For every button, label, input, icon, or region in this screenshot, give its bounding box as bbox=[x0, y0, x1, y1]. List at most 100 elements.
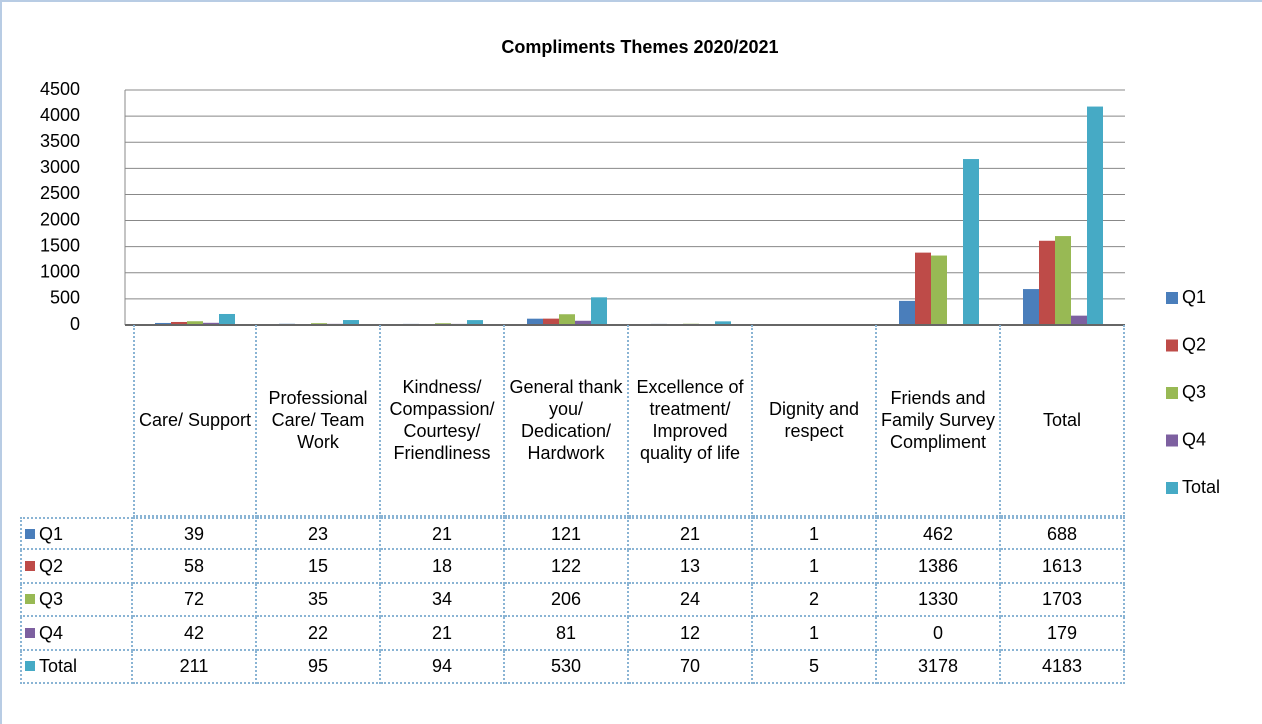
bar bbox=[575, 320, 591, 325]
table-value: 1386 bbox=[877, 550, 1001, 584]
table-value: 18 bbox=[381, 550, 505, 584]
legend-key bbox=[1166, 387, 1178, 399]
table-value: 70 bbox=[629, 650, 753, 684]
table-value: 530 bbox=[505, 650, 629, 684]
table-value: 39 bbox=[133, 517, 257, 551]
bar bbox=[219, 313, 235, 325]
table-value: 0 bbox=[877, 617, 1001, 651]
table-value: 1330 bbox=[877, 583, 1001, 618]
table-value: 1703 bbox=[1001, 583, 1125, 618]
table-legend-key bbox=[25, 627, 35, 638]
y-tick-label: 500 bbox=[50, 288, 80, 308]
table-value: 21 bbox=[629, 517, 753, 551]
table-value: 121 bbox=[505, 517, 629, 551]
y-tick-label: 4500 bbox=[40, 79, 80, 99]
table-legend-key bbox=[25, 594, 35, 605]
legend-label: Q1 bbox=[1182, 287, 1206, 307]
bar bbox=[1039, 240, 1055, 325]
table-value: 5 bbox=[753, 650, 877, 684]
bar bbox=[467, 320, 483, 325]
table-header: Total bbox=[1001, 325, 1125, 517]
bar bbox=[1071, 315, 1087, 325]
bar bbox=[203, 322, 219, 325]
table-series-name: Total bbox=[39, 656, 78, 677]
y-tick-label: 3000 bbox=[40, 157, 80, 177]
legend-key bbox=[1166, 339, 1178, 352]
chart-title: Compliments Themes 2020/2021 bbox=[501, 37, 778, 57]
table-value: 21 bbox=[381, 617, 505, 651]
table-value: 179 bbox=[1001, 617, 1125, 651]
table-series-name: Q4 bbox=[39, 622, 64, 643]
y-tick-label: 1500 bbox=[40, 235, 80, 255]
bar bbox=[1087, 106, 1103, 325]
table-value: 95 bbox=[257, 650, 381, 684]
y-tick-label: 0 bbox=[70, 314, 80, 334]
bar bbox=[155, 322, 171, 325]
bar bbox=[931, 255, 947, 325]
bar bbox=[591, 297, 607, 325]
bar bbox=[1023, 289, 1039, 325]
table-value: 688 bbox=[1001, 517, 1125, 551]
table-row-label: Q3 bbox=[20, 583, 133, 618]
table-value: 22 bbox=[257, 617, 381, 651]
table-header: Kindness/ Compassion/ Courtesy/ Friendli… bbox=[381, 325, 505, 517]
bar bbox=[559, 314, 575, 325]
y-tick-label: 4000 bbox=[40, 105, 80, 125]
bar bbox=[543, 318, 559, 325]
table-header: Care/ Support bbox=[133, 325, 257, 517]
table-row-label: Q2 bbox=[20, 550, 133, 584]
table-series-name: Q1 bbox=[39, 523, 64, 544]
table-series-name: Q2 bbox=[39, 556, 64, 577]
table-value: 1 bbox=[753, 517, 877, 551]
bar bbox=[899, 300, 915, 325]
y-tick-label: 3500 bbox=[40, 131, 80, 151]
table-row-label: Q1 bbox=[20, 517, 133, 551]
table-value: 42 bbox=[133, 617, 257, 651]
table-header: Friends and Family Survey Compliment bbox=[877, 325, 1001, 517]
table-header: Professional Care/ Team Work bbox=[257, 325, 381, 517]
table-value: 58 bbox=[133, 550, 257, 584]
table-value: 122 bbox=[505, 550, 629, 584]
y-tick-label: 2000 bbox=[40, 209, 80, 229]
bar bbox=[187, 321, 203, 325]
table-header: General thank you/ Dedication/ Hardwork bbox=[505, 325, 629, 517]
legend-key bbox=[1166, 292, 1178, 304]
table-value: 34 bbox=[381, 583, 505, 618]
y-tick-label: 1000 bbox=[40, 262, 80, 282]
legend-label: Q2 bbox=[1182, 334, 1206, 354]
table-value: 21 bbox=[381, 517, 505, 551]
table-value: 94 bbox=[381, 650, 505, 684]
y-tick-label: 2500 bbox=[40, 183, 80, 203]
bar bbox=[715, 321, 731, 325]
table-series-name: Q3 bbox=[39, 589, 64, 610]
table-value: 24 bbox=[629, 583, 753, 618]
table-value: 206 bbox=[505, 583, 629, 618]
table-value: 4183 bbox=[1001, 650, 1125, 684]
table-row-label: Total bbox=[20, 650, 133, 684]
table-row-label: Q4 bbox=[20, 617, 133, 651]
bar bbox=[963, 159, 979, 325]
legend-key bbox=[1166, 434, 1178, 447]
table-value: 462 bbox=[877, 517, 1001, 551]
table-legend-key bbox=[25, 561, 35, 572]
table-value: 72 bbox=[133, 583, 257, 618]
table-header: Excellence of treatment/ Improved qualit… bbox=[629, 325, 753, 517]
table-header: Dignity and respect bbox=[753, 325, 877, 517]
table-value: 35 bbox=[257, 583, 381, 618]
legend-key bbox=[1166, 482, 1178, 494]
table-legend-key bbox=[25, 528, 35, 539]
legend-label: Q3 bbox=[1182, 382, 1206, 402]
legend-label: Total bbox=[1182, 477, 1220, 497]
bar bbox=[915, 252, 931, 325]
legend-label: Q4 bbox=[1182, 429, 1206, 449]
table-value: 1 bbox=[753, 617, 877, 651]
bar bbox=[1055, 236, 1071, 325]
bar bbox=[171, 321, 187, 325]
table-value: 13 bbox=[629, 550, 753, 584]
bar bbox=[343, 320, 359, 325]
table-value: 211 bbox=[133, 650, 257, 684]
table-value: 1613 bbox=[1001, 550, 1125, 584]
table-value: 81 bbox=[505, 617, 629, 651]
